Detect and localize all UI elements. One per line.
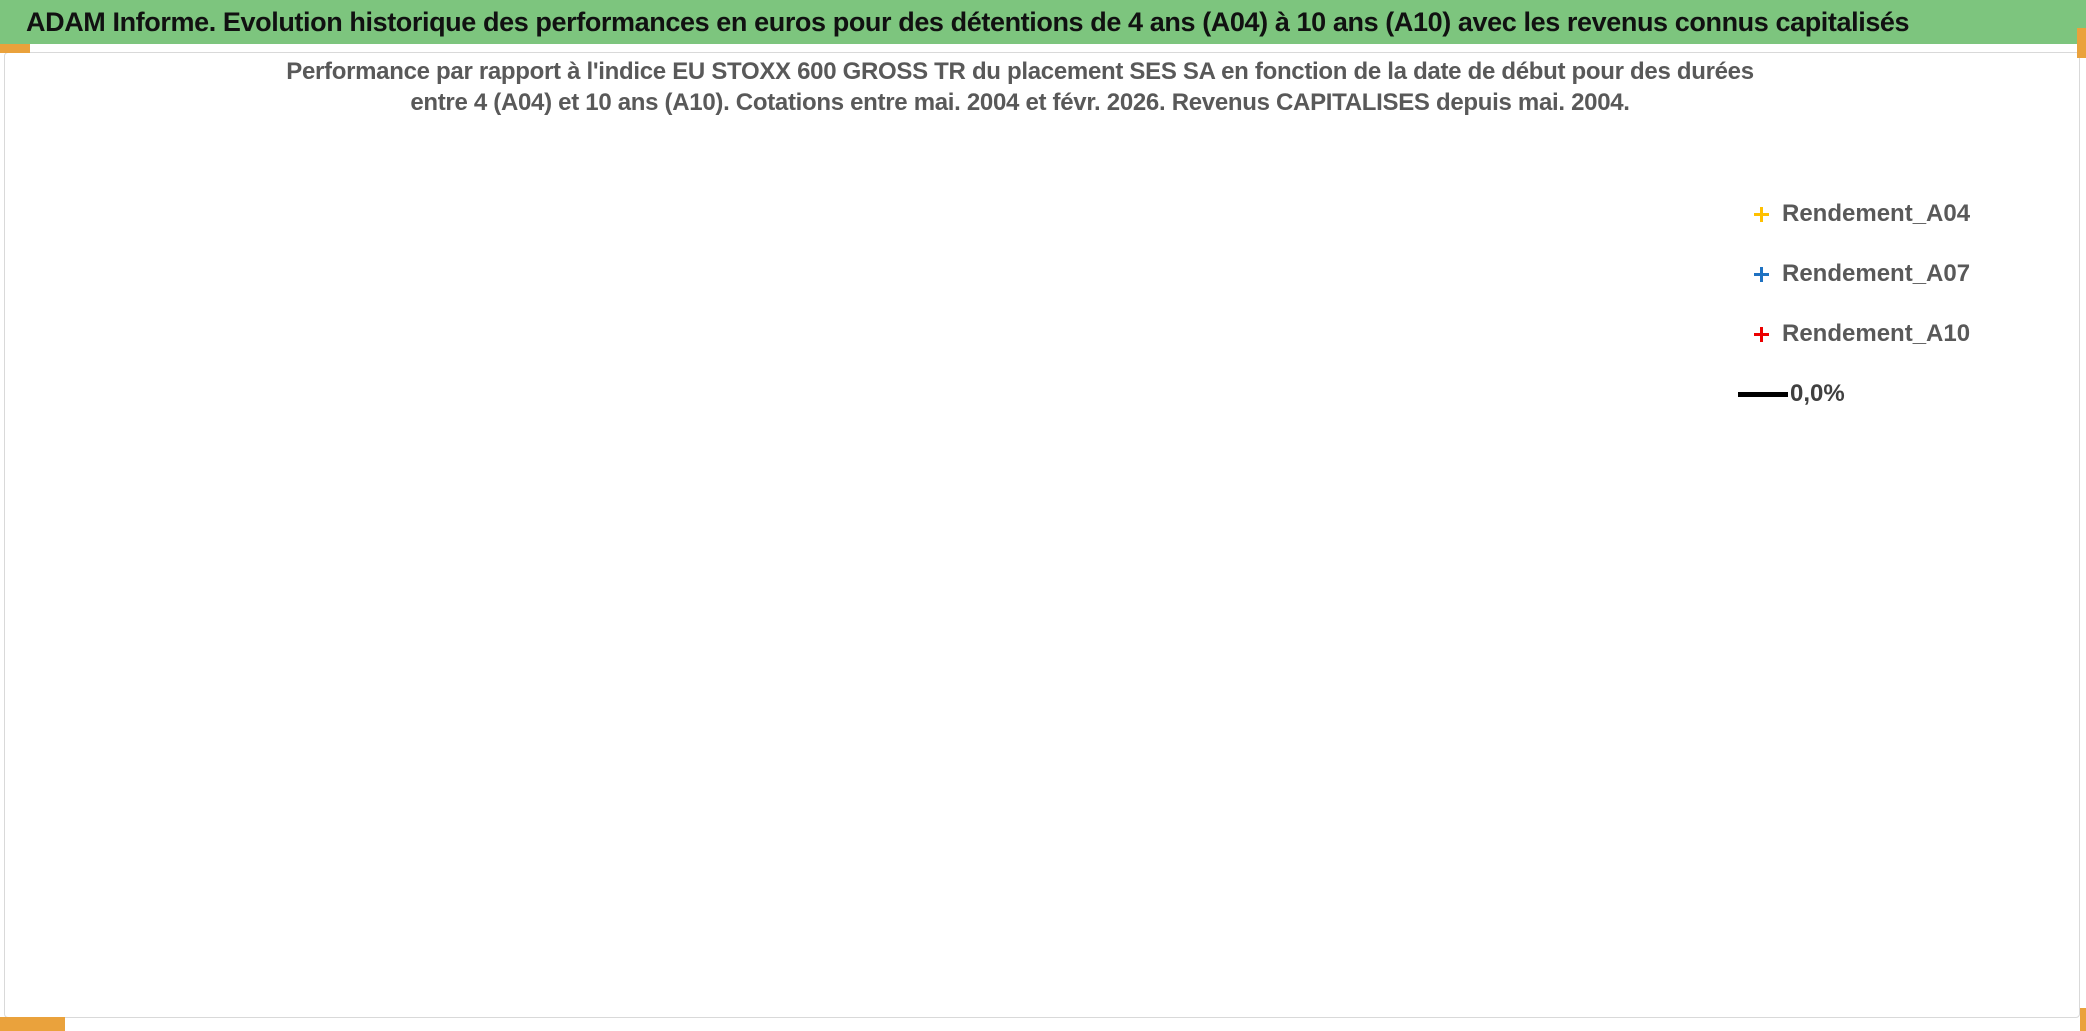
legend-label: 0,0% [1790,380,1845,407]
legend-item-zero-line: 0,0% [1718,364,2074,424]
page-title: ADAM Informe. Evolution historique des p… [0,0,2086,44]
chart-title-line1: Performance par rapport à l'indice EU ST… [286,58,1754,85]
gold-accent-bottom-left [0,1017,65,1031]
legend-label: Rendement_A10 [1782,320,1971,347]
gold-accent-top-left [0,44,30,53]
plus-marker-icon [1754,206,1769,222]
legend-item-rendement-a07: Rendement_A07 [1718,244,2074,304]
legend-label: Rendement_A04 [1782,200,1971,227]
legend-item-rendement-a10: Rendement_A10 [1718,304,2074,364]
gold-accent-top-right [2077,28,2086,58]
gold-accent-bottom-right [2080,1008,2086,1031]
legend: Rendement_A04 Rendement_A07 Rendement_A1… [1718,182,2074,428]
chart-title: Performance par rapport à l'indice EU ST… [250,56,1790,118]
legend-label: Rendement_A07 [1782,260,1971,287]
plus-marker-icon [1754,266,1769,282]
legend-item-rendement-a04: Rendement_A04 [1718,184,2074,244]
plus-marker-icon [1754,326,1769,342]
zero-line-icon [1738,391,1788,397]
chart-title-line2: entre 4 (A04) et 10 ans (A10). Cotations… [410,89,1630,116]
